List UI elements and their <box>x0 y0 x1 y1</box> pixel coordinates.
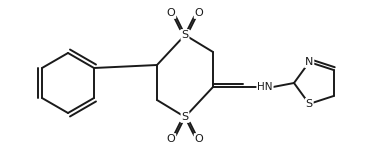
Text: O: O <box>195 134 204 144</box>
Text: O: O <box>167 134 176 144</box>
Text: HN: HN <box>257 82 273 92</box>
Text: N: N <box>305 57 314 67</box>
Text: S: S <box>181 30 188 40</box>
Text: O: O <box>195 8 204 18</box>
Text: O: O <box>167 8 176 18</box>
Text: S: S <box>306 99 313 109</box>
Text: S: S <box>181 112 188 122</box>
